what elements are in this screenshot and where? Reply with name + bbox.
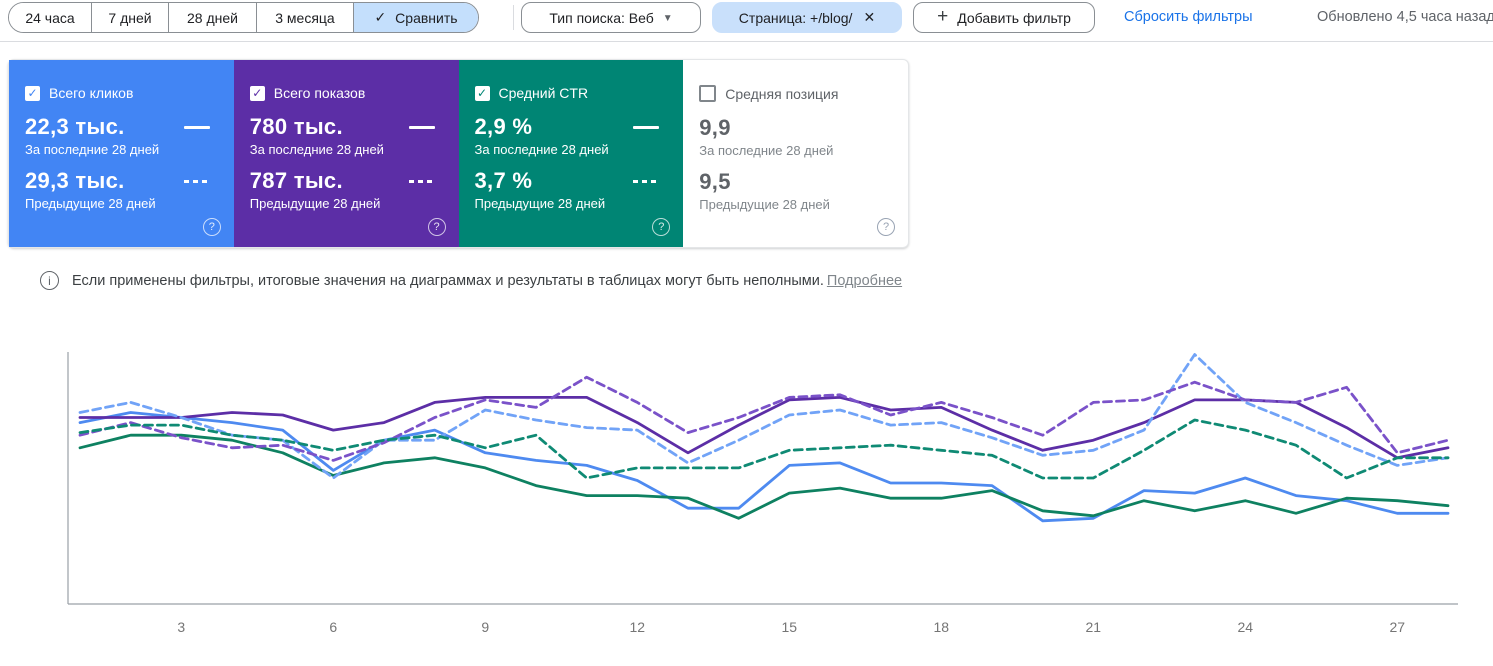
solid-line-icon [408, 125, 435, 129]
previous-caption: Предыдущие 28 дней [474, 196, 606, 211]
help-icon[interactable]: ? [427, 218, 446, 236]
filters-info-banner: i Если применены фильтры, итоговые значе… [40, 271, 902, 290]
x-axis-tick-label: 21 [1086, 619, 1102, 635]
range-24h-button[interactable]: 24 часа [9, 3, 91, 32]
range-28d-button[interactable]: 28 дней [168, 3, 256, 32]
learn-more-link[interactable]: Подробнее [826, 272, 903, 289]
help-icon[interactable]: ? [877, 218, 895, 236]
close-icon[interactable]: ✕ [863, 9, 876, 25]
current-caption: За последние 28 дней [25, 142, 160, 157]
chart-line [78, 353, 1450, 480]
clicks-checkbox[interactable]: ✓ [25, 85, 40, 101]
current-value: 780 тыс. [249, 114, 343, 139]
previous-caption: Предыдущие 28 дней [699, 197, 830, 212]
impressions-checkbox[interactable]: ✓ [249, 85, 265, 101]
current-value: 9,9 [699, 115, 731, 140]
range-3m-button[interactable]: 3 месяца [256, 3, 353, 32]
reset-filters-link[interactable]: Сбросить фильтры [1124, 9, 1253, 25]
card-label: Средняя позиция [725, 85, 839, 102]
previous-value: 787 тыс. [249, 168, 343, 193]
chevron-down-icon: ▼ [662, 13, 673, 24]
chart-line [78, 433, 1450, 520]
position-checkbox[interactable] [699, 85, 717, 102]
date-range-selector: 24 часа 7 дней 28 дней 3 месяца ✓ Сравни… [8, 2, 479, 33]
previous-caption: Предыдущие 28 дней [249, 196, 381, 211]
ctr-checkbox[interactable]: ✓ [474, 85, 490, 101]
chart-line [78, 411, 1450, 523]
previous-value: 3,7 % [474, 168, 533, 193]
x-axis-tick-label: 3 [177, 619, 185, 635]
add-filter-button[interactable]: + Добавить фильтр [913, 2, 1095, 33]
toolbar-rule [0, 41, 1493, 42]
previous-caption: Предыдущие 28 дней [25, 196, 156, 211]
card-total-impressions[interactable]: ✓ Всего показов 780 тыс. За последние 28… [233, 60, 459, 247]
chart-line [78, 418, 1450, 480]
chart-line [78, 396, 1450, 460]
updated-status: Обновлено 4,5 часа назад [1317, 9, 1493, 25]
solid-line-icon [633, 125, 660, 129]
x-axis-tick-label: 27 [1390, 619, 1406, 635]
x-axis-tick-label: 9 [481, 619, 489, 635]
current-caption: За последние 28 дней [699, 143, 834, 158]
chart-svg: 3 6 9 12 15 18 21 24 27 [67, 352, 1458, 635]
x-axis-tick-label: 12 [630, 619, 646, 635]
x-axis-tick-label: 15 [782, 619, 798, 635]
info-icon: i [40, 271, 59, 290]
page-filter-chip[interactable]: Страница: +/blog/ ✕ [712, 2, 902, 33]
current-caption: За последние 28 дней [249, 142, 384, 157]
filter-toolbar: 24 часа 7 дней 28 дней 3 месяца ✓ Сравни… [0, 0, 1493, 41]
x-axis-tick-label: 6 [329, 619, 337, 635]
checkmark-icon: ✓ [374, 9, 387, 25]
current-value: 2,9 % [474, 114, 533, 139]
help-icon[interactable]: ? [652, 218, 671, 236]
toolbar-divider [513, 5, 514, 30]
solid-line-icon [183, 125, 210, 129]
card-label: Средний CTR [498, 85, 589, 101]
x-axis-tick-label: 18 [934, 619, 950, 635]
dashed-line-icon [633, 179, 660, 183]
card-total-clicks[interactable]: ✓ Всего кликов 22,3 тыс. За последние 28… [9, 60, 234, 247]
help-icon[interactable]: ? [202, 218, 221, 236]
search-type-filter-chip[interactable]: Тип поиска: Веб ▼ [521, 2, 701, 33]
chart-line [78, 375, 1450, 462]
previous-value: 9,5 [699, 169, 731, 194]
range-7d-button[interactable]: 7 дней [91, 3, 168, 32]
dashed-line-icon [183, 179, 210, 183]
previous-value: 29,3 тыс. [25, 168, 125, 193]
banner-text: Если применены фильтры, итоговые значени… [72, 272, 903, 289]
current-caption: За последние 28 дней [474, 142, 609, 157]
performance-line-chart: 3 6 9 12 15 18 21 24 27 [0, 340, 1493, 666]
card-average-position[interactable]: Средняя позиция 9,9 За последние 28 дней… [683, 60, 908, 247]
dashed-line-icon [408, 179, 435, 183]
compare-toggle-button[interactable]: ✓ Сравнить [353, 3, 478, 32]
plus-icon: + [937, 5, 949, 27]
card-average-ctr[interactable]: ✓ Средний CTR 2,9 % За последние 28 дней… [458, 60, 684, 247]
card-label: Всего кликов [49, 85, 134, 101]
current-value: 22,3 тыс. [25, 114, 125, 139]
card-label: Всего показов [273, 85, 366, 101]
metric-cards: ✓ Всего кликов 22,3 тыс. За последние 28… [8, 59, 909, 248]
x-axis-tick-label: 24 [1238, 619, 1254, 635]
